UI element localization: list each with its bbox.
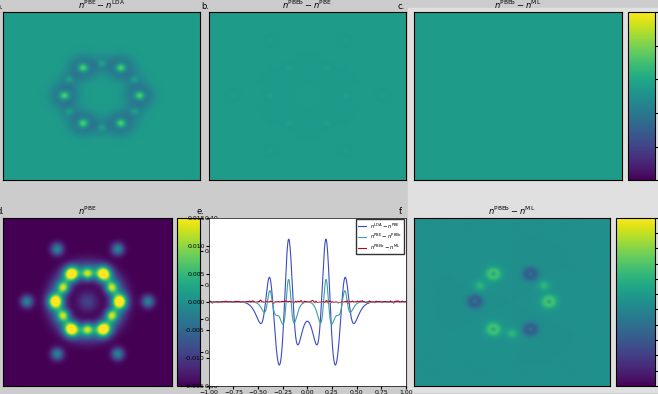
Text: e.: e. bbox=[197, 207, 205, 216]
$n^{\mathrm{PBE}} - n^{\mathrm{PBEb}}$ bbox=[217, 299, 225, 304]
Text: b.: b. bbox=[201, 2, 209, 11]
Title: $n^{\mathrm{PBE}} - n^{\mathrm{LDA}}$: $n^{\mathrm{PBE}} - n^{\mathrm{LDA}}$ bbox=[78, 0, 125, 11]
$n^{\mathrm{LDA}} - n^{\mathrm{PBE}}$ bbox=[320, 257, 328, 262]
$n^{\mathrm{PBEb}} - n^{\mathrm{ML}}$ bbox=[320, 299, 328, 304]
$n^{\mathrm{PBEb}} - n^{\mathrm{ML}}$ bbox=[257, 298, 265, 303]
$n^{\mathrm{LDA}} - n^{\mathrm{PBE}}$ bbox=[276, 362, 284, 367]
$n^{\mathrm{PBE}} - n^{\mathrm{PBEb}}$ bbox=[355, 300, 363, 305]
$n^{\mathrm{PBEb}} - n^{\mathrm{ML}}$ bbox=[355, 300, 363, 305]
Text: d.: d. bbox=[0, 207, 5, 216]
$n^{\mathrm{LDA}} - n^{\mathrm{PBE}}$ bbox=[402, 299, 410, 304]
$n^{\mathrm{PBEb}} - n^{\mathrm{ML}}$ bbox=[217, 300, 225, 305]
Text: c.: c. bbox=[397, 2, 405, 11]
$n^{\mathrm{LDA}} - n^{\mathrm{PBE}}$ bbox=[331, 362, 339, 367]
Line: $n^{\mathrm{PBEb}} - n^{\mathrm{ML}}$: $n^{\mathrm{PBEb}} - n^{\mathrm{ML}}$ bbox=[209, 300, 406, 303]
$n^{\mathrm{PBE}} - n^{\mathrm{PBEb}}$ bbox=[205, 299, 213, 304]
Title: $n^{\mathrm{PBEb}} - n^{\mathrm{ML}}$: $n^{\mathrm{PBEb}} - n^{\mathrm{ML}}$ bbox=[488, 204, 536, 217]
$n^{\mathrm{LDA}} - n^{\mathrm{PBE}}$ bbox=[285, 237, 293, 242]
$n^{\mathrm{PBE}} - n^{\mathrm{PBEb}}$ bbox=[324, 301, 332, 306]
$n^{\mathrm{PBE}} - n^{\mathrm{PBEb}}$ bbox=[322, 277, 330, 282]
Title: $n^{\mathrm{PBE}}$: $n^{\mathrm{PBE}}$ bbox=[78, 204, 97, 217]
$n^{\mathrm{PBE}} - n^{\mathrm{PBEb}}$ bbox=[375, 299, 383, 304]
Line: $n^{\mathrm{PBE}} - n^{\mathrm{PBEb}}$: $n^{\mathrm{PBE}} - n^{\mathrm{PBEb}}$ bbox=[209, 279, 406, 324]
$n^{\mathrm{PBE}} - n^{\mathrm{PBEb}}$ bbox=[319, 304, 327, 309]
Legend: $n^{\mathrm{LDA}} - n^{\mathrm{PBE}}$, $n^{\mathrm{PBE}} - n^{\mathrm{PBEb}}$, $: $n^{\mathrm{LDA}} - n^{\mathrm{PBE}}$, $… bbox=[356, 219, 404, 254]
Text: a.: a. bbox=[0, 2, 3, 11]
$n^{\mathrm{LDA}} - n^{\mathrm{PBE}}$ bbox=[205, 299, 213, 304]
$n^{\mathrm{PBEb}} - n^{\mathrm{ML}}$ bbox=[205, 299, 213, 304]
$n^{\mathrm{LDA}} - n^{\mathrm{PBE}}$ bbox=[355, 312, 363, 317]
Title: $n^{\mathrm{PBEb}} - n^{\mathrm{PBE}}$: $n^{\mathrm{PBEb}} - n^{\mathrm{PBE}}$ bbox=[282, 0, 332, 11]
$n^{\mathrm{PBE}} - n^{\mathrm{PBEb}}$ bbox=[328, 322, 336, 327]
$n^{\mathrm{PBEb}} - n^{\mathrm{ML}}$ bbox=[402, 299, 410, 304]
$n^{\mathrm{PBEb}} - n^{\mathrm{ML}}$ bbox=[375, 299, 383, 304]
Title: $n^{\mathrm{PBEb}} - n^{\mathrm{ML}}$: $n^{\mathrm{PBEb}} - n^{\mathrm{ML}}$ bbox=[494, 0, 542, 11]
Text: f.: f. bbox=[399, 207, 403, 216]
$n^{\mathrm{PBEb}} - n^{\mathrm{ML}}$ bbox=[325, 299, 333, 304]
Line: $n^{\mathrm{LDA}} - n^{\mathrm{PBE}}$: $n^{\mathrm{LDA}} - n^{\mathrm{PBE}}$ bbox=[209, 239, 406, 365]
$n^{\mathrm{LDA}} - n^{\mathrm{PBE}}$ bbox=[375, 299, 383, 304]
$n^{\mathrm{PBEb}} - n^{\mathrm{ML}}$ bbox=[270, 301, 278, 306]
$n^{\mathrm{PBE}} - n^{\mathrm{PBEb}}$ bbox=[331, 316, 339, 320]
$n^{\mathrm{LDA}} - n^{\mathrm{PBE}}$ bbox=[217, 299, 225, 304]
$n^{\mathrm{PBE}} - n^{\mathrm{PBEb}}$ bbox=[402, 299, 410, 304]
$n^{\mathrm{LDA}} - n^{\mathrm{PBE}}$ bbox=[325, 273, 333, 278]
$n^{\mathrm{PBEb}} - n^{\mathrm{ML}}$ bbox=[331, 300, 339, 305]
